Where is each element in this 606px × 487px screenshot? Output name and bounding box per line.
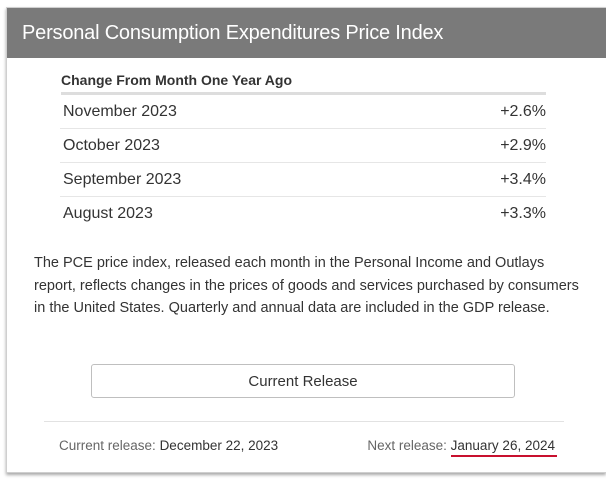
table-heading: Change From Month One Year Ago xyxy=(61,72,546,95)
row-value: +3.3% xyxy=(500,204,546,222)
row-month: September 2023 xyxy=(63,170,182,188)
current-release-label: Current release: xyxy=(59,438,156,453)
table-row: August 2023 +3.3% xyxy=(60,197,546,230)
card-title: Personal Consumption Expenditures Price … xyxy=(22,21,444,44)
description-text: The PCE price index, released each month… xyxy=(34,255,579,316)
row-month: August 2023 xyxy=(63,204,153,222)
row-value: +3.4% xyxy=(500,170,546,188)
footer-divider xyxy=(44,421,564,422)
row-value: +2.9% xyxy=(500,136,546,154)
pce-card: Personal Consumption Expenditures Price … xyxy=(6,7,606,473)
release-footer: Current release: December 22, 2023 Next … xyxy=(59,438,557,457)
current-release-button[interactable]: Current Release xyxy=(91,364,515,398)
red-underline-annotation xyxy=(450,455,557,457)
current-release-date: December 22, 2023 xyxy=(159,438,279,453)
row-month: November 2023 xyxy=(63,102,177,120)
next-release-date-text: January 26, 2024 xyxy=(450,438,555,453)
table-row: November 2023 +2.6% xyxy=(60,95,546,129)
table-row: October 2023 +2.9% xyxy=(60,129,546,163)
row-month: October 2023 xyxy=(63,136,160,154)
next-release-date: January 26, 2024 xyxy=(450,438,557,457)
next-release-label: Next release: xyxy=(367,438,447,453)
table-row: September 2023 +3.4% xyxy=(60,163,546,197)
change-table: Change From Month One Year Ago November … xyxy=(60,72,546,230)
card-header: Personal Consumption Expenditures Price … xyxy=(7,8,606,58)
row-value: +2.6% xyxy=(500,102,546,120)
current-release-info: Current release: December 22, 2023 xyxy=(59,438,278,453)
next-release-info: Next release: January 26, 2024 xyxy=(367,438,557,457)
